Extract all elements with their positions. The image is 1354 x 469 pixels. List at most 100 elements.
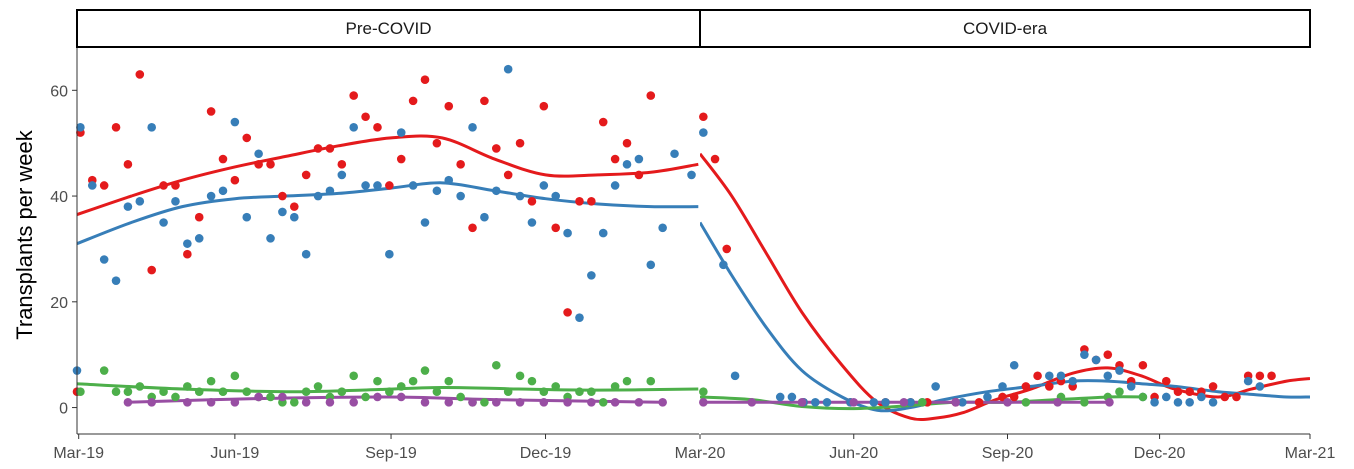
- data-point-series-3: [349, 371, 359, 381]
- data-point-series-2: [787, 392, 797, 402]
- data-point-series-1: [646, 91, 656, 100]
- data-point-series-1: [206, 107, 216, 116]
- data-point-series-2: [1243, 376, 1253, 386]
- data-point-series-1: [1173, 387, 1183, 396]
- trend-line-series-2: [700, 221, 1310, 413]
- data-point-series-3: [503, 387, 513, 396]
- data-point-series-1: [420, 75, 430, 85]
- data-point-series-1: [1232, 392, 1241, 402]
- data-point-series-2: [147, 123, 156, 132]
- data-point-series-2: [670, 149, 679, 159]
- data-point-series-3: [527, 376, 537, 386]
- data-point-series-2: [1161, 392, 1171, 402]
- data-point-series-1: [1161, 376, 1171, 386]
- data-point-series-4: [658, 397, 667, 407]
- data-point-series-2: [563, 228, 572, 238]
- y-tick-label: 40: [50, 189, 68, 206]
- data-point-series-3: [385, 387, 394, 396]
- data-point-series-3: [1021, 397, 1031, 407]
- data-point-series-3: [456, 392, 465, 402]
- data-point-series-3: [123, 387, 133, 396]
- data-point-series-4: [951, 397, 960, 407]
- data-point-series-2: [822, 397, 832, 407]
- data-point-series-4: [349, 397, 359, 407]
- data-point-series-1: [515, 138, 525, 148]
- data-point-series-2: [730, 371, 740, 381]
- data-point-series-1: [254, 160, 263, 169]
- data-point-series-3: [76, 387, 85, 396]
- x-tick-label: Sep-19: [365, 445, 417, 462]
- data-point-series-1: [1021, 382, 1031, 391]
- data-point-series-1: [539, 101, 549, 111]
- data-point-series-4: [1105, 397, 1114, 407]
- data-point-series-1: [1208, 382, 1218, 391]
- data-point-series-2: [515, 191, 525, 201]
- data-point-series-1: [1255, 371, 1265, 381]
- facet-strip-pre-covid: [76, 9, 701, 48]
- data-point-series-2: [432, 186, 442, 196]
- data-point-series-2: [76, 123, 85, 132]
- data-point-series-2: [1068, 376, 1077, 386]
- data-point-series-3: [99, 366, 109, 375]
- data-point-series-4: [396, 392, 406, 402]
- data-point-series-2: [183, 239, 192, 248]
- data-point-series-3: [622, 376, 632, 386]
- data-point-series-2: [634, 154, 644, 164]
- data-point-series-3: [230, 371, 240, 381]
- x-tick-label: Mar-19: [53, 445, 104, 462]
- data-point-series-1: [1103, 350, 1113, 359]
- data-point-series-2: [869, 397, 879, 407]
- data-point-series-2: [420, 218, 430, 227]
- y-tick-label: 20: [50, 295, 68, 312]
- data-point-series-3: [432, 387, 442, 396]
- data-point-series-1: [337, 160, 347, 169]
- facet-strip-covid-era: [699, 9, 1311, 48]
- data-point-series-2: [1044, 371, 1054, 381]
- data-point-series-2: [1255, 382, 1265, 391]
- data-point-series-2: [881, 397, 890, 407]
- data-point-series-1: [242, 133, 252, 143]
- data-point-series-2: [206, 191, 216, 201]
- data-point-series-1: [373, 123, 382, 132]
- data-point-series-1: [491, 144, 501, 153]
- data-point-series-2: [194, 234, 204, 243]
- data-point-series-4: [899, 397, 909, 407]
- data-point-series-2: [598, 228, 608, 238]
- data-point-series-4: [699, 397, 708, 407]
- data-point-series-1: [325, 144, 335, 153]
- facet-strips: Pre-COVID COVID-era: [76, 9, 1311, 48]
- data-point-series-2: [1091, 355, 1101, 365]
- data-point-series-1: [1185, 387, 1194, 396]
- data-point-series-3: [917, 397, 927, 407]
- data-point-series-3: [337, 387, 347, 396]
- facet-label: COVID-era: [963, 19, 1048, 38]
- data-point-series-2: [480, 212, 489, 222]
- data-point-series-2: [301, 249, 311, 259]
- data-point-series-4: [539, 397, 549, 407]
- data-point-series-2: [123, 202, 133, 211]
- data-point-series-3: [420, 366, 430, 375]
- data-points: [72, 64, 1276, 407]
- data-point-series-3: [598, 397, 608, 407]
- data-point-series-4: [468, 397, 477, 407]
- data-point-series-4: [301, 397, 311, 407]
- trend-line-series-1: [77, 134, 699, 216]
- data-point-series-1: [111, 123, 121, 132]
- data-point-series-1: [266, 160, 275, 169]
- data-point-series-2: [1126, 382, 1136, 391]
- data-point-series-2: [1208, 397, 1218, 407]
- x-tick-label: Jun-20: [829, 445, 878, 462]
- data-point-series-3: [1080, 397, 1089, 407]
- data-point-series-1: [974, 397, 984, 407]
- data-point-series-3: [159, 387, 168, 396]
- data-point-series-3: [539, 387, 549, 396]
- data-point-series-2: [1197, 392, 1206, 402]
- trend-line-series-1: [700, 152, 1310, 422]
- data-point-series-2: [1056, 371, 1066, 381]
- data-point-series-2: [278, 207, 287, 217]
- data-point-series-4: [373, 392, 382, 402]
- data-point-series-1: [230, 175, 240, 185]
- data-point-series-3: [587, 387, 596, 396]
- data-point-series-2: [444, 175, 454, 185]
